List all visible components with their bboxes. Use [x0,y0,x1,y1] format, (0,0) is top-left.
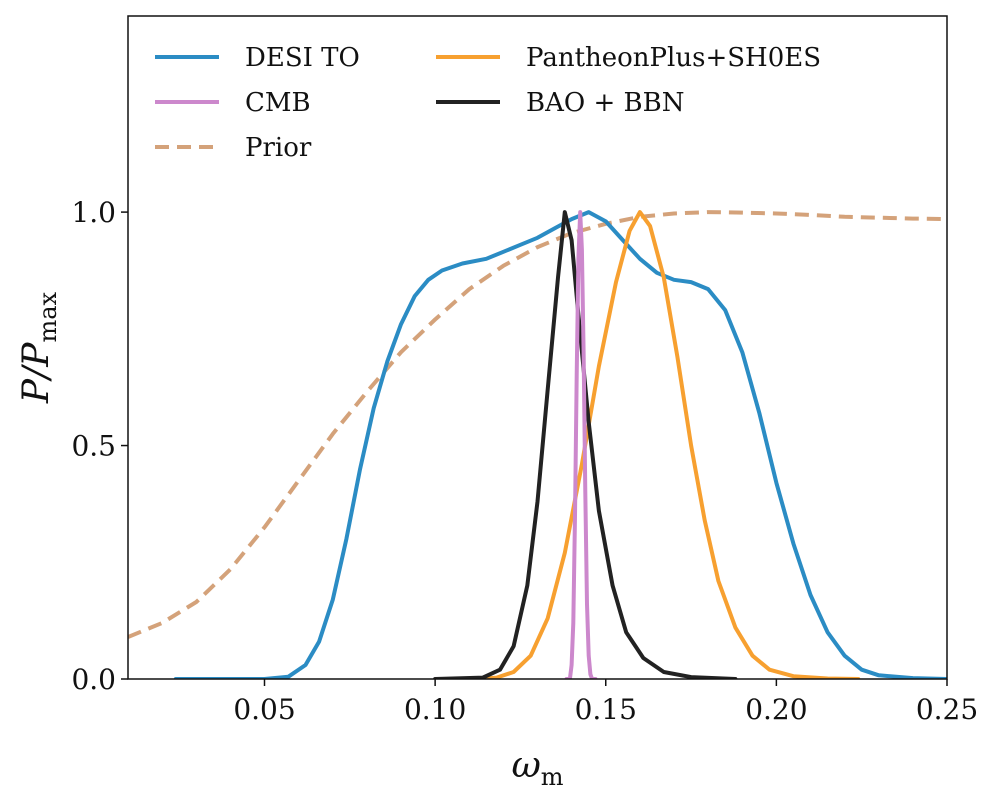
x-tick-label: 0.25 [916,693,978,726]
y-tick-label: 0.5 [71,430,116,463]
legend-label: CMB [245,88,311,118]
y-axis-label-main: P/P [16,342,57,404]
series-line-bao-bbn [433,210,738,679]
ticks-layer: 0.05 0.10 0.15 0.20 0.25 0.0 0.5 1.0 [71,196,978,726]
legend-item-cmb: CMB [155,88,311,118]
legend-label: DESI TO [245,43,360,73]
legend: DESI TO PantheonPlus+SH0ES CMB BAO + BBN Pri… [155,43,821,163]
x-axis-label: ωm [511,745,563,791]
x-tick-label: 0.10 [404,693,466,726]
series-line-desi-to [173,210,947,679]
series-line-prior [128,210,947,639]
legend-label: Prior [245,133,312,163]
legend-item-bao-bbn: BAO + BBN [436,88,684,118]
series-line-pantheonplus-sh0es [477,210,861,679]
x-tick-label: 0.20 [745,693,807,726]
legend-label: PantheonPlus+SH0ES [526,43,821,73]
legend-item-desi-to: DESI TO [155,43,360,73]
y-axis-label: P/Pmax [16,291,62,404]
x-axis-label-main: ω [511,745,540,786]
x-tick-label: 0.15 [575,693,637,726]
y-tick-label: 1.0 [71,196,116,229]
series-line-cmb [564,210,598,679]
legend-label: BAO + BBN [526,88,684,118]
y-axis-label-sub: max [34,291,62,342]
plot-frame [127,15,948,680]
legend-item-prior: Prior [155,133,312,163]
series-layer [128,210,947,679]
y-tick-label: 0.0 [71,663,116,696]
legend-item-pantheonplus-sh0es: PantheonPlus+SH0ES [436,43,821,73]
x-axis-label-sub: m [541,763,564,791]
x-tick-label: 0.05 [233,693,295,726]
